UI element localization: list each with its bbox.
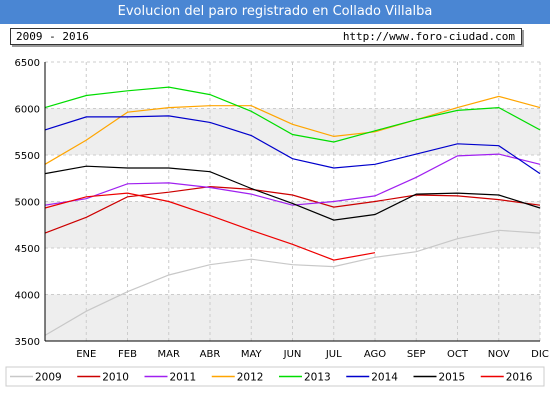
- x-tick-label: FEB: [118, 349, 137, 360]
- legend-label: 2010: [102, 372, 129, 384]
- y-tick-label: 5500: [15, 151, 40, 162]
- axes: [44, 62, 540, 342]
- period-label: 2009 - 2016: [16, 30, 89, 43]
- x-tick-label: JUL: [325, 349, 342, 360]
- legend-label: 2009: [35, 372, 62, 384]
- x-tick-label: JUN: [283, 349, 302, 360]
- y-tick-label: 4500: [15, 244, 40, 255]
- x-tick-label: OCT: [447, 349, 469, 360]
- x-tick-label: DIC: [531, 349, 549, 360]
- series-line-2012: [44, 95, 541, 165]
- series-line-2010: [44, 185, 541, 234]
- x-tick-label: ENE: [76, 349, 96, 360]
- x-tick-label: NOV: [488, 349, 510, 360]
- y-tick-label: 6000: [15, 105, 40, 116]
- y-tick-label: 5000: [15, 198, 40, 209]
- x-tick-label: ABR: [200, 349, 221, 360]
- series-line-2015: [44, 165, 541, 221]
- x-tick-label: AGO: [364, 349, 386, 360]
- y-tick-label: 3500: [15, 337, 40, 348]
- tick-labels: 3500 4000 4500 5000 5500 6000 6500 ENE FEB MAR ABR…: [15, 58, 549, 360]
- series-line-2009: [44, 229, 541, 336]
- y-tick-label: 4000: [15, 291, 40, 302]
- series-line-2011: [44, 153, 541, 206]
- legend-label: 2012: [237, 372, 264, 384]
- legend-label: 2011: [170, 372, 197, 384]
- legend-label: 2015: [439, 372, 466, 384]
- legend-label: 2016: [506, 372, 533, 384]
- series-line-2013: [44, 86, 541, 143]
- legend-label: 2013: [304, 372, 331, 384]
- legend-label: 2014: [371, 372, 398, 384]
- series-line-2016: [44, 192, 376, 261]
- x-tick-label: SEP: [407, 349, 426, 360]
- x-tick-label: MAR: [158, 349, 180, 360]
- y-tick-label: 6500: [15, 58, 40, 69]
- legend: 2009 2010 2011 2012 2013 2014 2015 2016: [5, 366, 545, 387]
- title-bar: [0, 0, 550, 24]
- series-lines: [44, 86, 541, 336]
- source-url: http://www.foro-ciudad.com: [342, 30, 515, 43]
- x-tick-label: MAY: [241, 349, 263, 360]
- chart-title: Evolucion del paro registrado en Collado…: [117, 4, 433, 19]
- legend-box: [5, 366, 545, 387]
- info-box: 2009 - 2016 http://www.foro-ciudad.com: [10, 28, 522, 45]
- series-line-2014: [44, 115, 541, 175]
